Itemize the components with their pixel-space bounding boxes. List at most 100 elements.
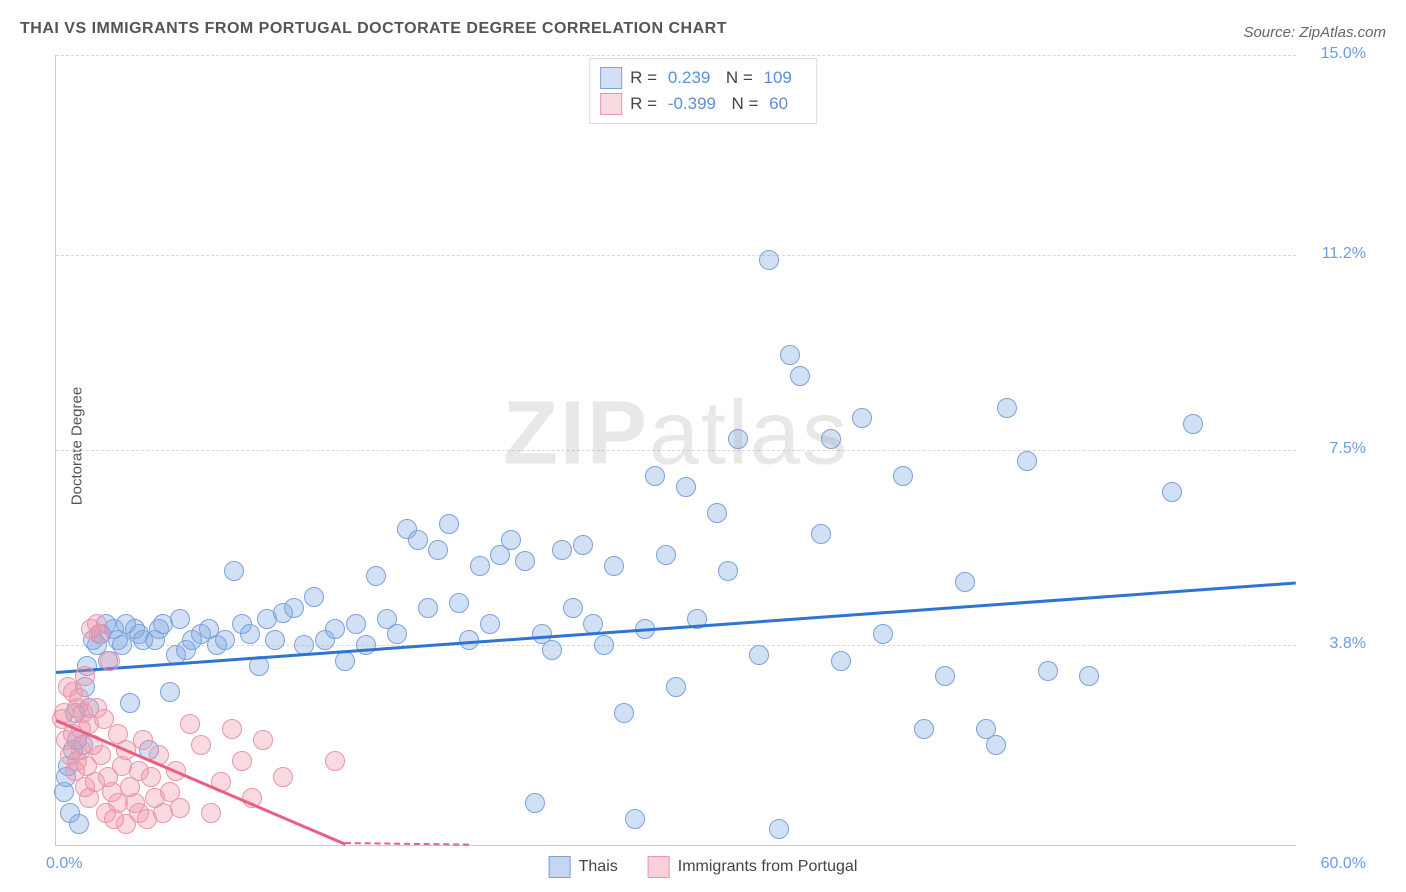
data-point [563,598,583,618]
data-point [232,751,252,771]
data-point [160,682,180,702]
data-point [273,767,293,787]
data-point [224,561,244,581]
legend-label: Immigrants from Portugal [678,858,858,876]
data-point [418,598,438,618]
trend-line [345,842,469,846]
data-point [614,703,634,723]
data-point [253,730,273,750]
data-point [170,798,190,818]
data-point [759,250,779,270]
data-point [718,561,738,581]
y-tick-label: 3.8% [1306,635,1366,653]
data-point [366,566,386,586]
x-tick-min: 0.0% [46,855,82,873]
data-point [133,730,153,750]
data-point [769,819,789,839]
data-point [408,530,428,550]
legend-stat-row: R = 0.239 N = 109 [600,65,798,91]
data-point [821,429,841,449]
data-point [191,735,211,755]
y-tick-label: 11.2% [1306,245,1366,263]
data-point [470,556,490,576]
data-point [304,587,324,607]
data-point [935,666,955,686]
data-point [170,609,190,629]
data-point [676,477,696,497]
data-point [501,530,521,550]
data-point [439,514,459,534]
data-point [656,545,676,565]
x-tick-max: 60.0% [1321,855,1366,873]
data-point [645,466,665,486]
source-label: Source: ZipAtlas.com [1243,24,1386,41]
data-point [120,693,140,713]
data-point [1183,414,1203,434]
data-point [552,540,572,560]
data-point [873,624,893,644]
data-point [325,751,345,771]
data-point [1017,451,1037,471]
data-point [542,640,562,660]
data-point [428,540,448,560]
data-point [1162,482,1182,502]
data-point [75,666,95,686]
data-point [625,809,645,829]
data-point [325,619,345,639]
data-point [1079,666,1099,686]
data-point [604,556,624,576]
data-point [222,719,242,739]
data-point [480,614,500,634]
watermark: ZIPatlas [503,383,849,486]
series-legend: Thais Immigrants from Portugal [549,856,858,878]
stats-legend: R = 0.239 N = 109R = -0.399 N = 60 [589,58,817,124]
data-point [728,429,748,449]
data-point [811,524,831,544]
swatch-icon [600,67,622,89]
grid-line [56,55,1296,56]
grid-line [56,645,1296,646]
data-point [955,572,975,592]
data-point [707,503,727,523]
data-point [666,677,686,697]
data-point [141,767,161,787]
swatch-icon [549,856,571,878]
data-point [852,408,872,428]
data-point [515,551,535,571]
data-point [997,398,1017,418]
y-tick-label: 15.0% [1306,45,1366,63]
data-point [69,814,89,834]
data-point [1038,661,1058,681]
data-point [749,645,769,665]
data-point [387,624,407,644]
scatter-plot: ZIPatlas 0.0% 60.0% 3.8%7.5%11.2%15.0% [55,55,1296,846]
chart-title: THAI VS IMMIGRANTS FROM PORTUGAL DOCTORA… [20,20,727,38]
data-point [780,345,800,365]
data-point [284,598,304,618]
data-point [94,709,114,729]
data-point [240,624,260,644]
data-point [265,630,285,650]
data-point [180,714,200,734]
grid-line [56,255,1296,256]
data-point [215,630,235,650]
data-point [831,651,851,671]
data-point [525,793,545,813]
legend-item: Immigrants from Portugal [648,856,858,878]
grid-line [56,450,1296,451]
data-point [91,745,111,765]
data-point [346,614,366,634]
data-point [201,803,221,823]
legend-item: Thais [549,856,618,878]
data-point [790,366,810,386]
swatch-icon [648,856,670,878]
data-point [449,593,469,613]
data-point [914,719,934,739]
data-point [89,624,109,644]
legend-stat-row: R = -0.399 N = 60 [600,91,798,117]
data-point [573,535,593,555]
data-point [100,651,120,671]
data-point [893,466,913,486]
data-point [594,635,614,655]
data-point [986,735,1006,755]
